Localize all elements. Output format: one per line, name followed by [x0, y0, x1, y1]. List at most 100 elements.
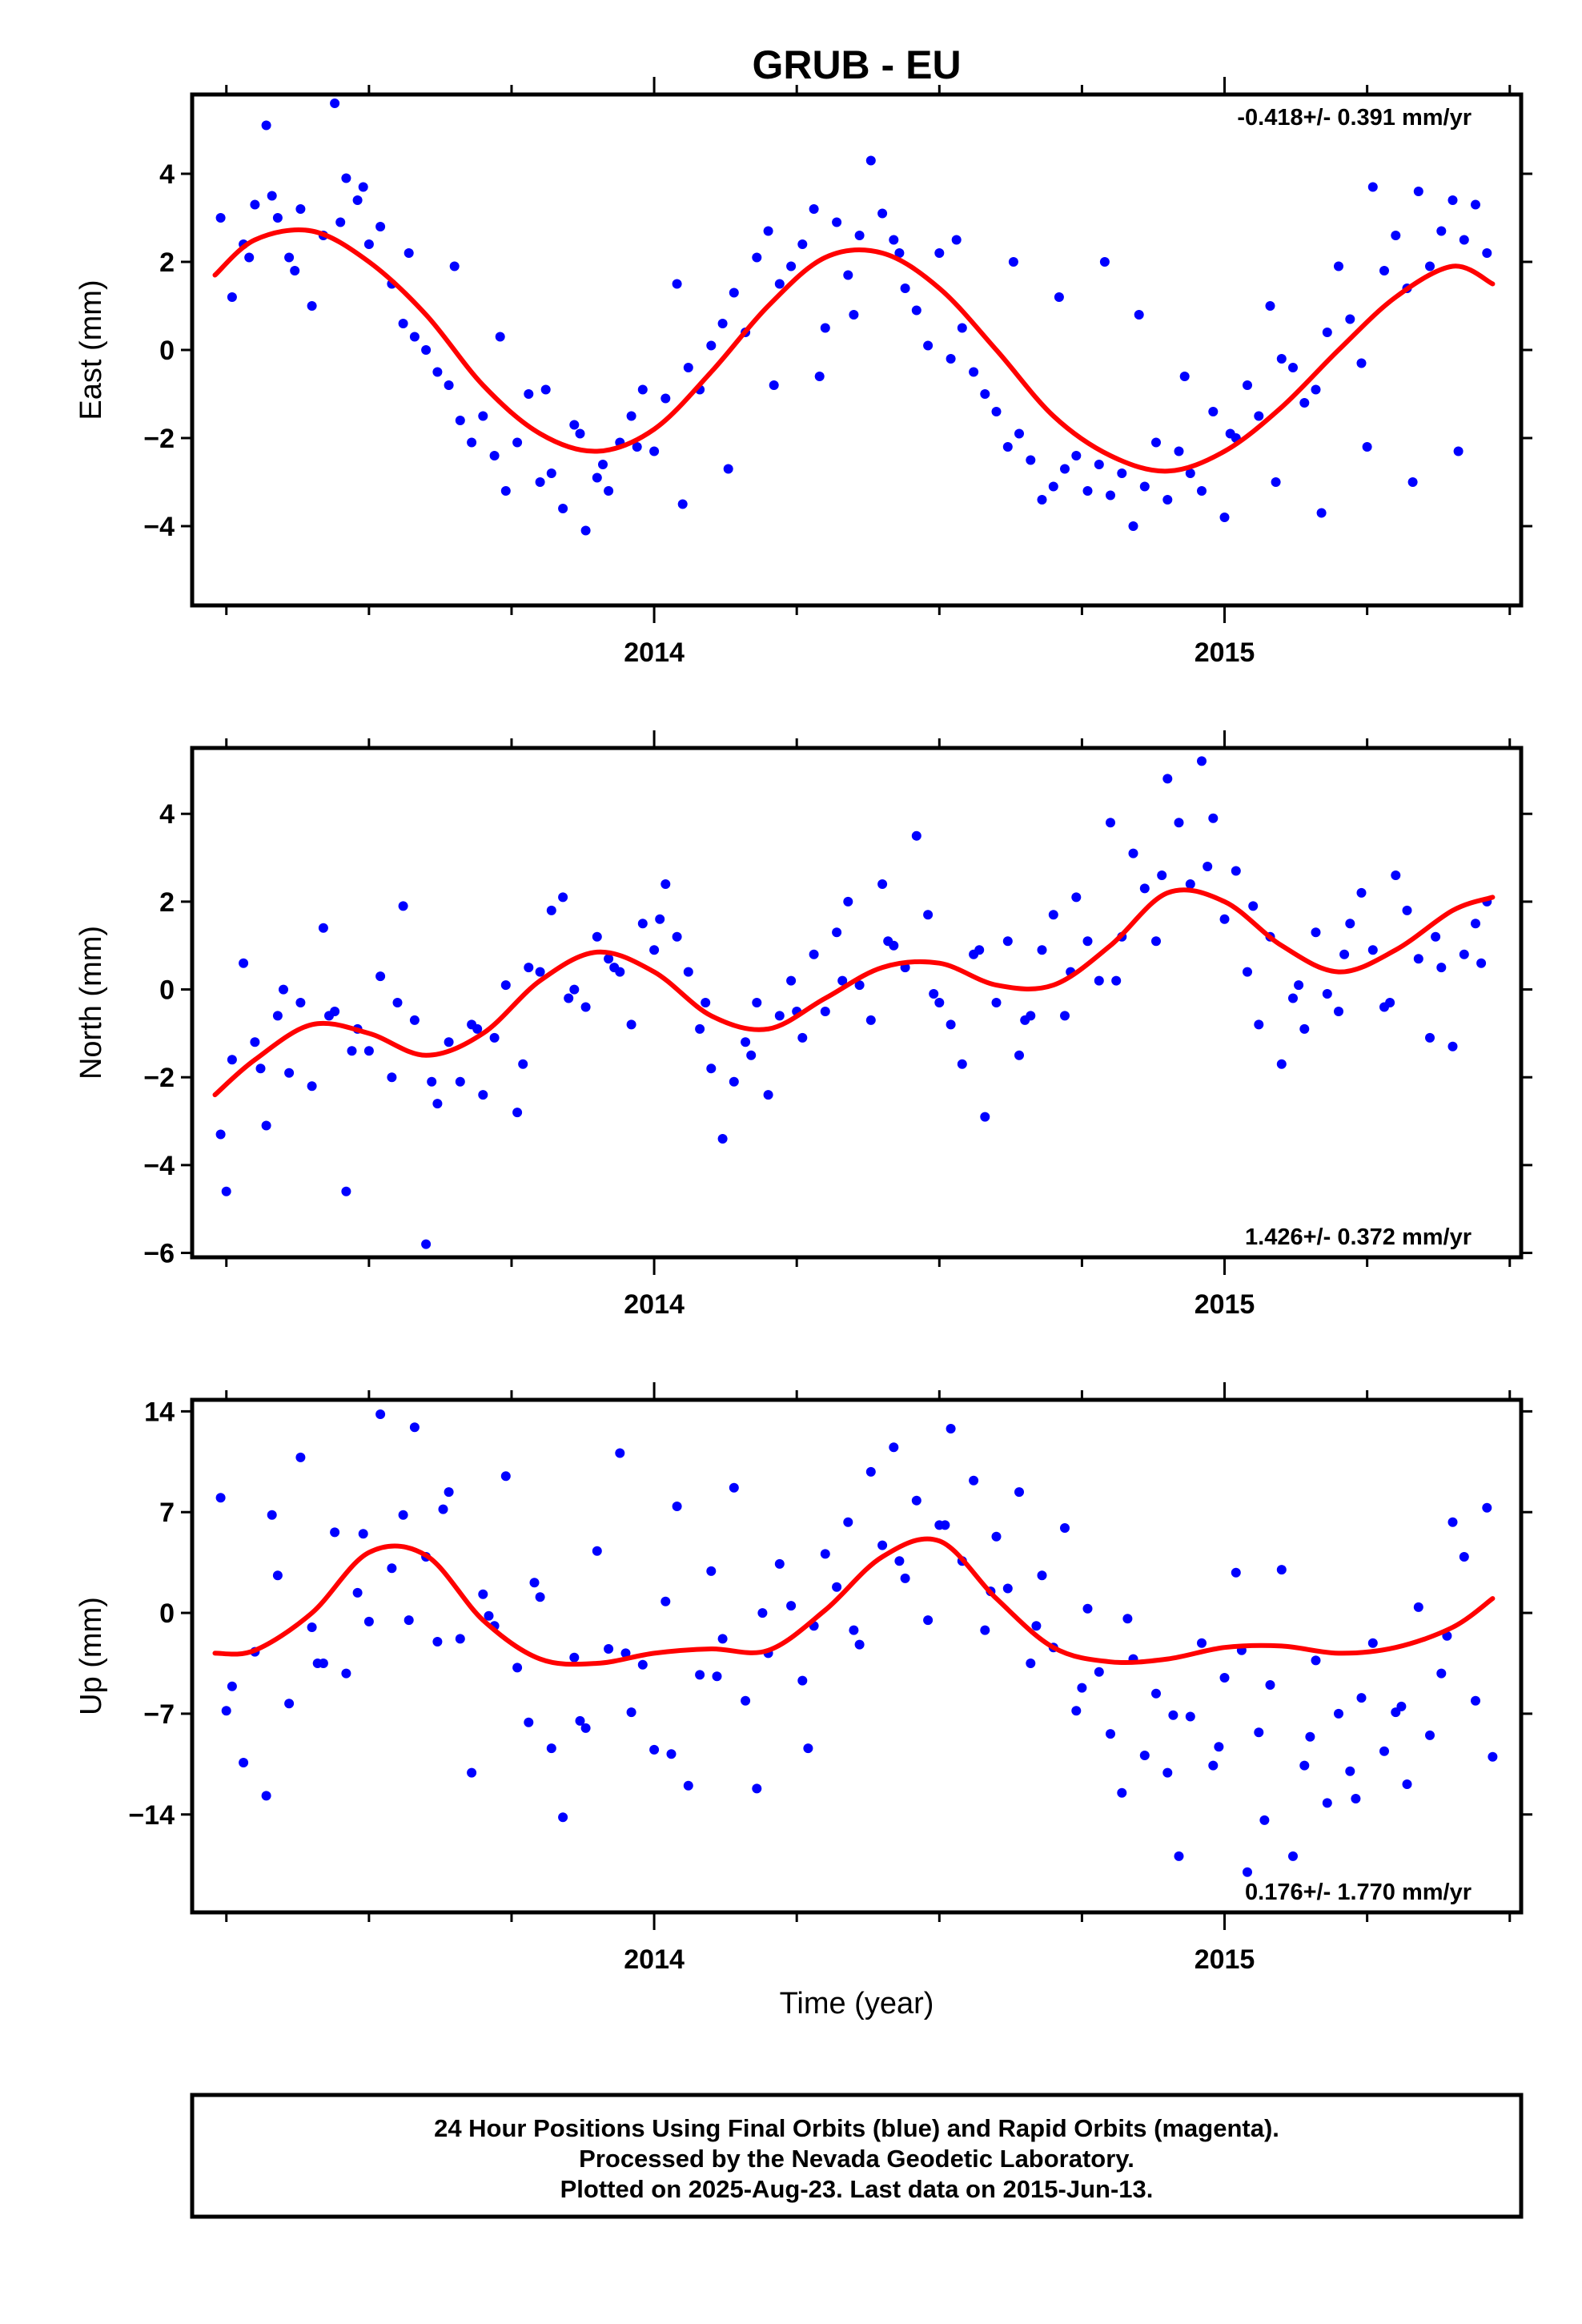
north-data-point: [637, 919, 648, 929]
north-data-point: [318, 923, 328, 933]
east-data-point: [1162, 495, 1173, 505]
north-data-point: [255, 1063, 266, 1074]
east-data-point: [535, 477, 545, 487]
up-data-point: [558, 1812, 568, 1823]
north-data-point: [1071, 892, 1082, 903]
north-data-point: [609, 963, 620, 973]
east-data-point: [1054, 292, 1064, 302]
up-data-point: [1436, 1668, 1447, 1679]
north-data-point: [1447, 1041, 1458, 1051]
east-data-point: [409, 332, 420, 342]
up-data-point: [1322, 1798, 1332, 1808]
east-data-point: [1471, 199, 1480, 210]
east-data-point: [1322, 328, 1332, 337]
north-data-point: [946, 1019, 956, 1030]
east-ytick-label: −4: [143, 512, 175, 542]
east-data-point: [649, 446, 660, 456]
up-data-point: [295, 1452, 306, 1462]
north-data-point: [1014, 1050, 1024, 1060]
north-data-point: [683, 967, 693, 977]
east-data-point: [1037, 495, 1047, 505]
east-data-point: [1391, 231, 1401, 240]
north-data-point: [284, 1068, 295, 1078]
north-data-point: [774, 1011, 785, 1021]
east-ytick-label: 2: [159, 247, 175, 278]
up-data-point: [1219, 1673, 1230, 1683]
east-data-point: [1026, 455, 1036, 465]
up-data-point: [604, 1644, 614, 1654]
north-data-point: [655, 914, 665, 924]
east-xtick-label: 2015: [1195, 637, 1255, 668]
north-data-point: [398, 901, 408, 911]
up-data-point: [1402, 1779, 1412, 1789]
east-data-point: [752, 252, 762, 263]
up-data-point: [1299, 1760, 1310, 1771]
up-data-point: [1471, 1695, 1480, 1706]
east-ytick-label: −2: [143, 424, 175, 454]
north-data-point: [1203, 862, 1213, 871]
east-data-point: [1185, 468, 1195, 478]
east-data-point: [889, 235, 899, 245]
up-data-point: [569, 1652, 580, 1663]
east-data-point: [957, 323, 967, 333]
up-data-point: [1413, 1602, 1423, 1612]
east-data-point: [592, 472, 602, 483]
east-data-point: [558, 504, 568, 513]
east-data-point: [358, 182, 368, 192]
north-data-point: [1391, 870, 1401, 880]
north-data-point: [1288, 993, 1298, 1003]
east-data-point: [1134, 310, 1144, 320]
up-data-point: [1082, 1603, 1093, 1614]
east-data-point: [244, 252, 255, 263]
east-data-point: [500, 486, 511, 496]
east-data-point: [1288, 363, 1298, 372]
north-data-point: [1106, 818, 1115, 828]
east-data-point: [404, 248, 414, 258]
north-data-point: [227, 1055, 237, 1065]
caption-line-2: Processed by the Nevada Geodetic Laborat…: [579, 2145, 1134, 2173]
east-data-point: [1002, 442, 1013, 452]
up-data-point: [940, 1520, 950, 1530]
up-data-point: [1425, 1730, 1435, 1740]
east-data-point: [865, 155, 876, 166]
north-data-point: [1299, 1023, 1310, 1034]
north-data-point: [661, 879, 671, 889]
east-data-point: [1276, 354, 1287, 364]
up-data-point: [267, 1510, 277, 1520]
up-fit-line: [212, 1536, 1496, 1667]
north-data-point: [324, 1011, 334, 1021]
east-data-point: [375, 222, 386, 231]
up-ytick-label: 7: [159, 1498, 175, 1528]
north-plot-frame: [190, 746, 1524, 1260]
east-data-point: [1082, 486, 1093, 496]
east-data-point: [1225, 428, 1235, 439]
north-ytick-label: −2: [143, 1063, 175, 1093]
up-y-axis-label: Up (mm): [74, 1597, 108, 1715]
up-data-point: [467, 1767, 477, 1778]
north-data-point: [1402, 905, 1412, 915]
north-data-point: [1082, 936, 1093, 947]
north-data-point: [717, 1134, 728, 1144]
north-data-point: [1111, 975, 1122, 986]
up-data-point: [438, 1504, 448, 1514]
east-data-point: [575, 428, 585, 439]
north-data-point: [392, 998, 403, 1007]
north-ytick-label: −4: [143, 1151, 175, 1181]
east-data-point: [295, 204, 306, 214]
north-data-point: [500, 980, 511, 991]
north-data-point: [569, 984, 580, 995]
east-data-point: [455, 416, 465, 425]
east-data-point: [363, 239, 374, 249]
north-data-point: [1459, 949, 1469, 959]
north-data-point: [409, 1015, 420, 1025]
east-data-point: [489, 451, 500, 460]
east-data-point: [1014, 428, 1024, 439]
north-data-point: [911, 830, 921, 841]
east-data-point: [478, 411, 488, 421]
up-data-point: [672, 1502, 682, 1511]
up-data-point: [1482, 1502, 1492, 1513]
north-data-point: [363, 1046, 374, 1056]
east-data-point: [1128, 521, 1138, 531]
up-data-point: [911, 1495, 921, 1506]
